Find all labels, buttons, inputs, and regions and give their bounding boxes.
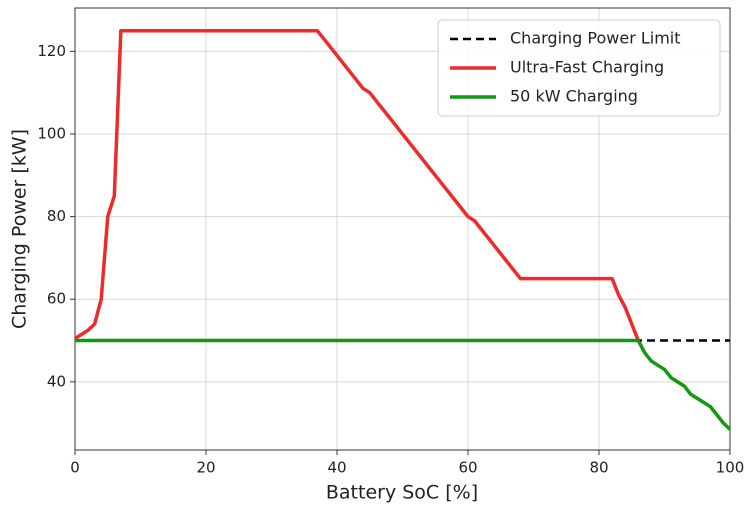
x-axis-label: Battery SoC [%] xyxy=(326,482,478,504)
legend-label: Ultra-Fast Charging xyxy=(510,58,664,77)
x-tick-label: 60 xyxy=(458,459,477,477)
y-tick-label: 40 xyxy=(47,372,66,390)
x-tick-label: 40 xyxy=(327,459,346,477)
x-tick-label: 100 xyxy=(716,459,745,477)
y-tick-label: 80 xyxy=(47,207,66,225)
x-tick-label: 0 xyxy=(70,459,80,477)
y-tick-label: 100 xyxy=(37,124,66,142)
y-axis-label: Charging Power [kW] xyxy=(9,129,31,329)
x-tick-label: 80 xyxy=(589,459,608,477)
x-tick-label: 20 xyxy=(196,459,215,477)
legend-label: Charging Power Limit xyxy=(510,29,681,48)
legend-box xyxy=(437,19,721,117)
y-tick-label: 60 xyxy=(47,290,66,308)
plot-frame xyxy=(74,7,731,451)
series-line xyxy=(74,28,640,342)
legend-label: 50 kW Charging xyxy=(510,87,638,106)
y-tick-label: 120 xyxy=(37,42,66,60)
series-line xyxy=(75,338,732,431)
